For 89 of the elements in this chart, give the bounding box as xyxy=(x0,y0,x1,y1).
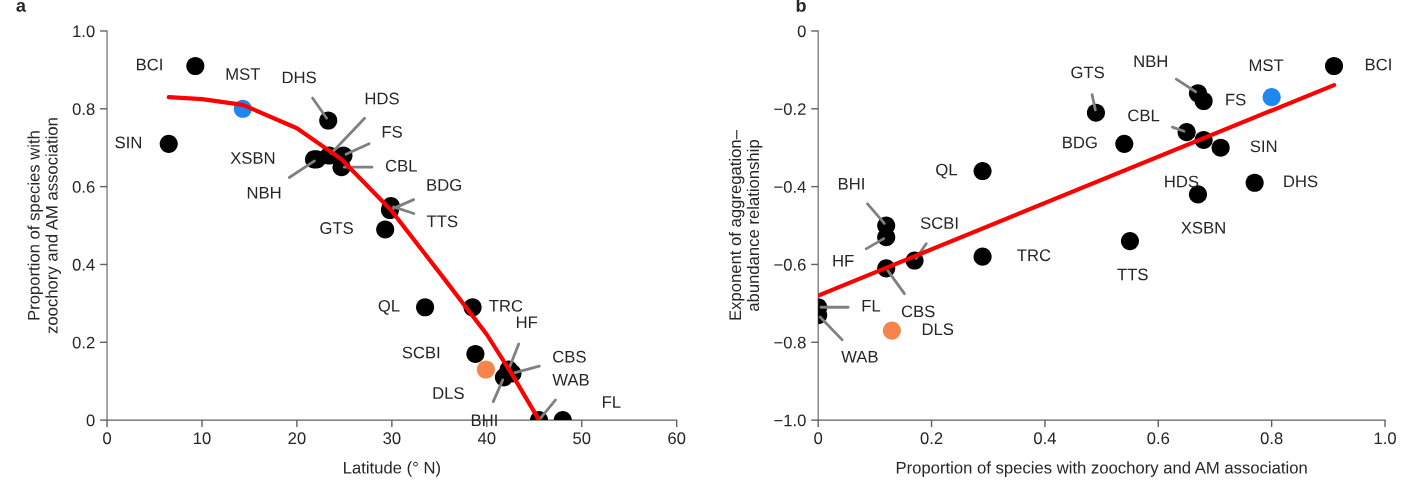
point xyxy=(973,247,992,266)
y-tick-label: 0.2 xyxy=(72,336,95,349)
annotation: TRC xyxy=(1017,249,1051,262)
point xyxy=(1115,134,1134,153)
x-tick-label: 0.6 xyxy=(1147,432,1170,445)
annotation: SCBI xyxy=(920,217,958,229)
x-tick-label: 40 xyxy=(477,432,496,445)
y-tick-label: 0.8 xyxy=(72,103,95,116)
annotation: CBL xyxy=(385,159,417,172)
point xyxy=(1177,123,1196,142)
annotation: QL xyxy=(936,163,958,179)
point xyxy=(882,321,901,340)
y-tick-label: 0 xyxy=(797,25,806,38)
annotation: WAB xyxy=(841,350,878,363)
x-axis-title: Latitude (° N) xyxy=(344,461,441,477)
y-axis-title: Exponent of aggregation– abundance relationship xyxy=(728,130,763,320)
annotation: DLS xyxy=(433,387,464,399)
point xyxy=(416,298,435,317)
annotation: XSBN xyxy=(230,152,275,164)
y-tick-label: 0.4 xyxy=(72,258,95,271)
annotation: CBS xyxy=(901,305,935,318)
y-axis-title: Proportion of species with zoochory and AM association xyxy=(27,118,61,334)
annotation: TTS xyxy=(1117,268,1148,281)
point xyxy=(1324,56,1344,76)
annotation: MST xyxy=(1249,59,1284,72)
annotation: CBL xyxy=(1128,109,1160,122)
y-tick-label: −0.6 xyxy=(774,258,806,271)
annotation: DHS xyxy=(282,71,316,84)
annotation: SIN xyxy=(1250,140,1277,153)
x-tick-label: 0 xyxy=(103,432,112,445)
point xyxy=(466,344,485,364)
point xyxy=(476,360,495,379)
point xyxy=(1120,232,1139,251)
x-tick-label: 0.4 xyxy=(1033,432,1057,445)
annotation: BCI xyxy=(1365,58,1391,71)
annotation: SCBI xyxy=(402,346,440,359)
annotation: QL xyxy=(378,299,400,315)
annotation: FS xyxy=(382,125,402,138)
point xyxy=(186,56,205,76)
point xyxy=(1211,138,1230,157)
x-tick-label: 20 xyxy=(288,432,306,445)
annotation: HF xyxy=(833,255,854,267)
y-tick-label: 0 xyxy=(86,414,95,427)
y-tick-label: −0.4 xyxy=(774,181,806,193)
point xyxy=(159,134,178,153)
x-tick-label: 0 xyxy=(814,432,823,445)
annotation: HDS xyxy=(365,92,399,105)
annotation: BHI xyxy=(838,178,864,190)
annotation: HDS xyxy=(1165,175,1199,188)
x-tick-label: 50 xyxy=(573,432,591,445)
annotation: DLS xyxy=(922,323,954,336)
x-tick-label: 10 xyxy=(193,432,211,445)
y-tick-label: 0.6 xyxy=(72,181,95,193)
annotation: WAB xyxy=(552,374,589,386)
point xyxy=(1188,84,1208,103)
annotation: FS xyxy=(1226,93,1246,106)
annotation: GTS xyxy=(320,222,353,234)
annotation: HF xyxy=(516,316,538,328)
annotation: TTS xyxy=(426,215,458,228)
annotation: BDG xyxy=(427,179,461,191)
annotation: GTS xyxy=(1071,66,1104,79)
x-tick-label: 60 xyxy=(668,432,686,445)
x-axis-title: Proportion of species with zoochory and AM association xyxy=(896,461,1307,477)
y-tick-label: −1.0 xyxy=(774,414,806,427)
annotation: FL xyxy=(603,396,621,408)
x-tick-label: 1.0 xyxy=(1374,432,1396,445)
annotation: NBH xyxy=(1134,55,1167,67)
annotation: SIN xyxy=(115,136,141,149)
annotation: FL xyxy=(862,300,881,312)
annotation: MST xyxy=(226,68,261,80)
x-tick-label: 0.8 xyxy=(1260,432,1283,445)
chart-title: a xyxy=(16,1,27,12)
annotation: BDG xyxy=(1063,136,1097,149)
annotation: TRC xyxy=(489,299,523,312)
annotation: DHS xyxy=(1284,175,1318,188)
point xyxy=(376,220,395,239)
y-tick-label: −0.8 xyxy=(774,336,806,349)
y-tick-label: −0.2 xyxy=(774,103,806,116)
annotation: NBH xyxy=(247,186,281,199)
point xyxy=(1245,173,1264,192)
point xyxy=(1262,88,1281,107)
annotation: XSBN xyxy=(1181,221,1225,234)
annotation: BCI xyxy=(136,58,162,71)
x-tick-label: 30 xyxy=(383,432,401,445)
annotation: BHI xyxy=(471,414,497,427)
point xyxy=(973,162,992,181)
x-tick-label: 0.2 xyxy=(920,432,943,445)
annotation: CBS xyxy=(553,350,586,363)
y-tick-label: 1.0 xyxy=(73,25,95,38)
